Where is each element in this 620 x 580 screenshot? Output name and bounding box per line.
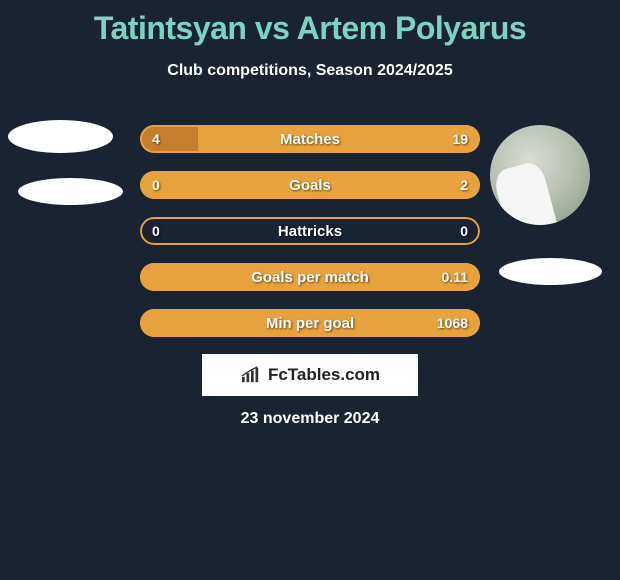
stat-row: Min per goal1068 bbox=[140, 309, 480, 337]
stat-value-right: 19 bbox=[452, 125, 468, 153]
stat-value-right: 0.11 bbox=[442, 263, 468, 291]
stat-value-right: 2 bbox=[460, 171, 468, 199]
stat-row: Matches4 19 bbox=[140, 125, 480, 153]
stat-row: Goals per match0.11 bbox=[140, 263, 480, 291]
stat-value-left: 4 bbox=[152, 125, 160, 153]
player-left-avatar bbox=[8, 120, 113, 153]
logo-text: FcTables.com bbox=[268, 365, 380, 385]
player-right-avatar bbox=[490, 125, 590, 225]
stat-value-right: 1068 bbox=[437, 309, 468, 337]
subtitle: Club competitions, Season 2024/2025 bbox=[0, 62, 620, 80]
stat-value-left: 0 bbox=[152, 217, 160, 245]
date: 23 november 2024 bbox=[0, 410, 620, 428]
stat-value-left: 0 bbox=[152, 171, 160, 199]
player-right-club-badge bbox=[499, 258, 602, 285]
stat-label: Matches bbox=[140, 125, 480, 153]
fctables-logo[interactable]: FcTables.com bbox=[202, 354, 418, 396]
stat-row: Hattricks0 0 bbox=[140, 217, 480, 245]
chart-icon bbox=[240, 366, 262, 384]
stat-row: Goals0 2 bbox=[140, 171, 480, 199]
stats-container: Matches419Goals02Hattricks00Goals per ma… bbox=[140, 125, 480, 355]
stat-label: Hattricks bbox=[140, 217, 480, 245]
page-title: Tatintsyan vs Artem Polyarus bbox=[0, 0, 620, 47]
stat-label: Goals per match bbox=[140, 263, 480, 291]
stat-label: Min per goal bbox=[140, 309, 480, 337]
stat-label: Goals bbox=[140, 171, 480, 199]
stat-value-right: 0 bbox=[460, 217, 468, 245]
player-left-club-badge bbox=[18, 178, 123, 205]
